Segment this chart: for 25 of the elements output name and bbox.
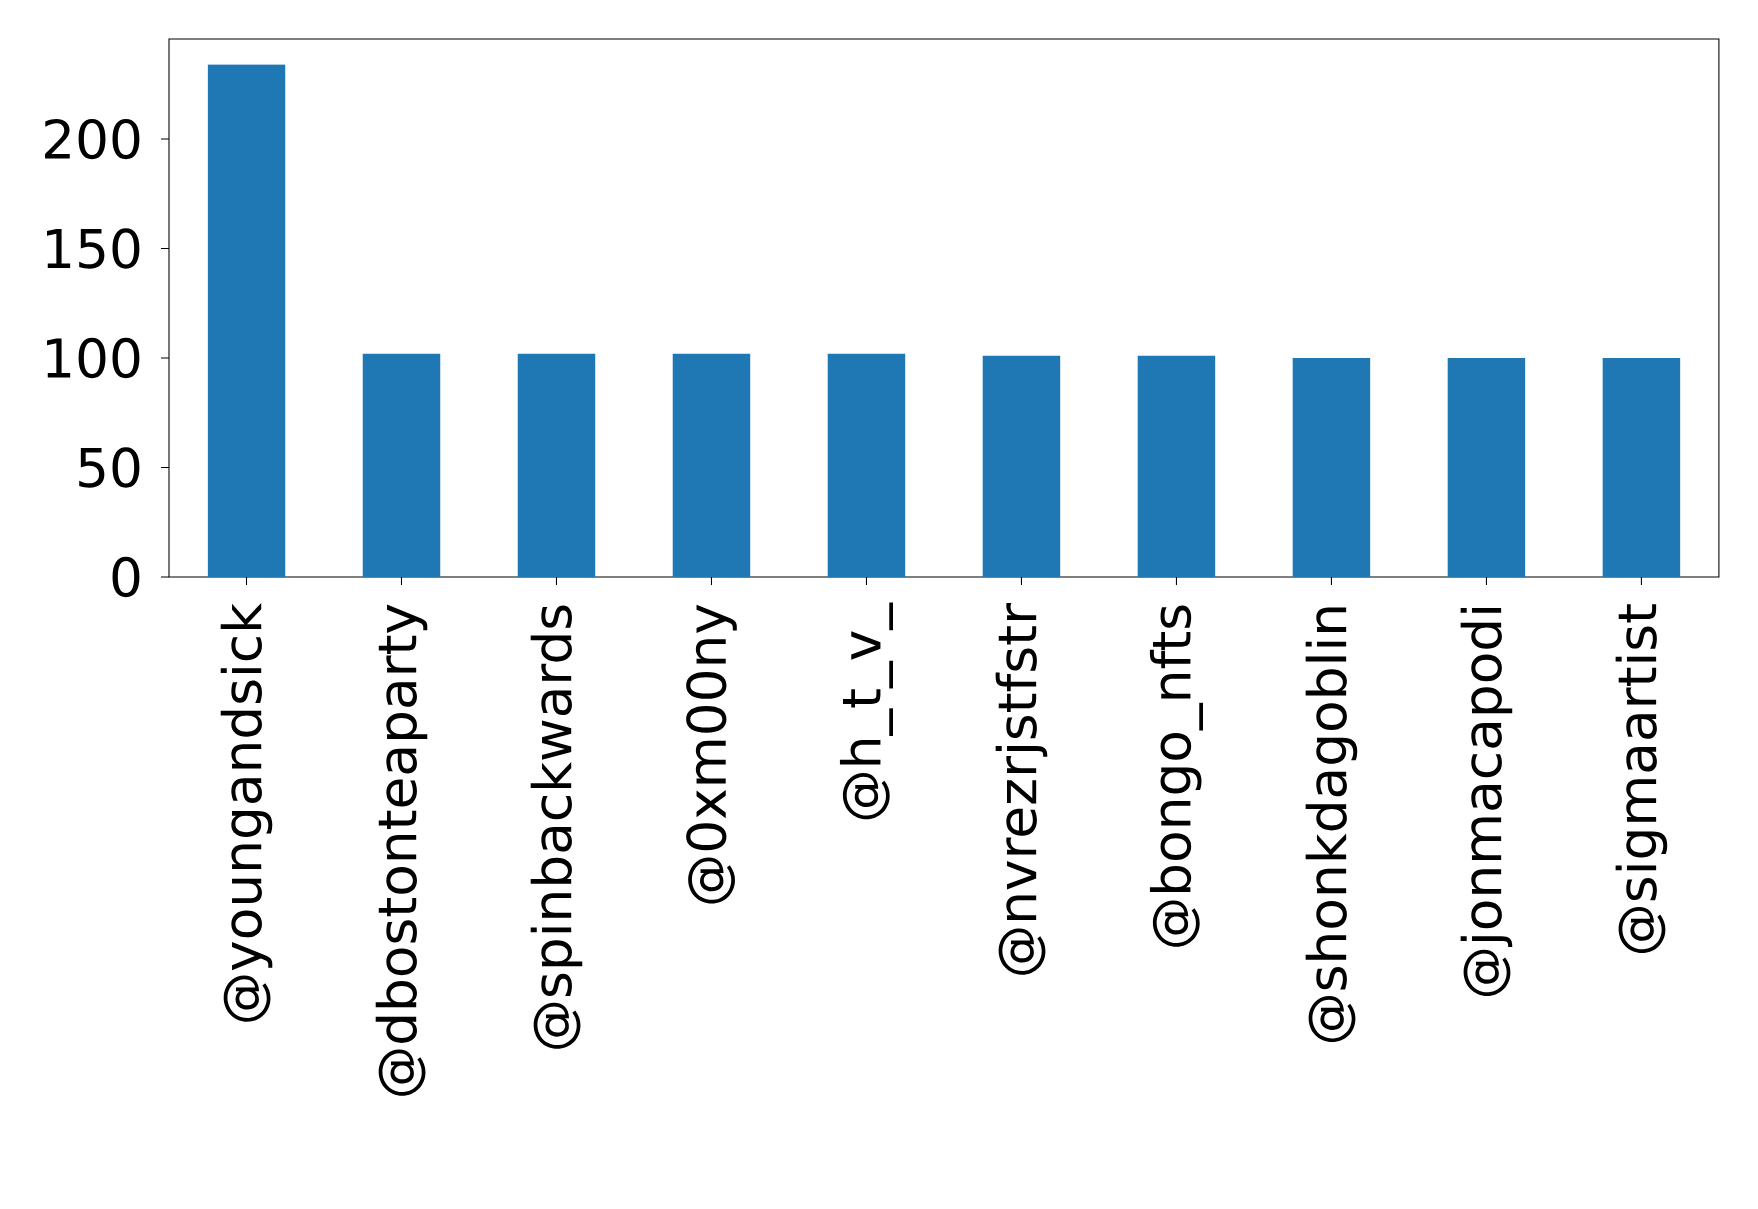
bar: [827, 353, 906, 577]
x-tick-label: @dbostonteaparty: [375, 604, 428, 1096]
bar: [362, 353, 441, 577]
bar: [517, 353, 596, 577]
x-tick-label: @jonmacapodi: [1460, 607, 1513, 996]
x-tick-label: @sigmaartist: [1615, 604, 1668, 953]
x-tick-label: @shonkdagoblin: [1305, 607, 1358, 1043]
bar: [1447, 358, 1526, 577]
x-tick-label: @bongo_nfts: [1149, 605, 1203, 947]
x-tick-label: @youngandsick: [220, 603, 273, 1022]
bar: [1602, 358, 1681, 577]
bar: [1137, 355, 1216, 577]
x-tick-label: @nvrezrjstfstr: [995, 603, 1048, 975]
bar: [672, 353, 751, 577]
bar: [207, 64, 286, 577]
y-tick-label: 150: [47, 228, 140, 269]
y-tick-label: 0: [112, 556, 140, 598]
bar: [1292, 358, 1371, 577]
y-tick-label: 100: [47, 337, 140, 379]
bar: [982, 355, 1061, 577]
x-tick-label: @0xm00ny: [686, 604, 737, 904]
x-tick-label: @spinbackwards: [530, 605, 583, 1049]
y-tick-label: 50: [79, 447, 140, 488]
y-tick-label: 200: [45, 118, 140, 160]
x-tick-label: @h_t_v_: [839, 602, 893, 820]
